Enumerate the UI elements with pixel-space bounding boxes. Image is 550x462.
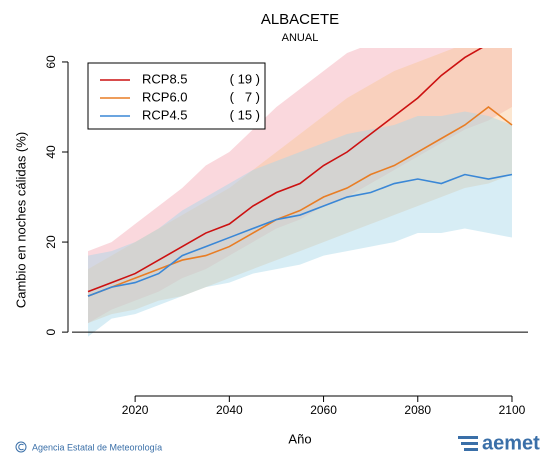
- x-tick-label: 2080: [404, 403, 431, 417]
- x-tick-label: 2040: [216, 403, 243, 417]
- chart-subtitle: ANUAL: [282, 32, 319, 44]
- chart-title: ALBACETE: [261, 11, 339, 28]
- series-line: [87, 173, 513, 297]
- y-tick-label: 0: [44, 328, 58, 335]
- x-axis-label: Año: [288, 431, 311, 446]
- plot-area: [72, 48, 528, 337]
- legend-label: RCP4.5: [142, 107, 188, 122]
- y-tick-label: 60: [44, 55, 58, 69]
- y-axis-label: Cambio en noches cálidas (%): [13, 132, 28, 308]
- legend-count: ( 7 ): [230, 89, 260, 104]
- legend-count: ( 19 ): [230, 71, 260, 86]
- series-line: [87, 48, 483, 293]
- x-tick-label: 2100: [499, 403, 526, 417]
- legend-box: [87, 62, 266, 130]
- y-tick-label: 40: [44, 145, 58, 159]
- range-band: [88, 48, 512, 324]
- y-tick-label: 20: [44, 235, 58, 249]
- footer: Agencia Estatal de Meteorología: [32, 442, 162, 452]
- series-line: [87, 105, 513, 297]
- range-band: [88, 48, 512, 324]
- legend-label: RCP6.0: [142, 89, 188, 104]
- legend-label: RCP8.5: [142, 71, 188, 86]
- x-tick-label: 2060: [310, 403, 337, 417]
- logo-icon: [458, 436, 478, 451]
- range-band: [88, 111, 512, 337]
- x-tick-label: 2020: [122, 403, 149, 417]
- legend-count: ( 15 ): [230, 107, 260, 122]
- logo: aemet: [482, 432, 540, 454]
- copyright-icon: [15, 441, 27, 453]
